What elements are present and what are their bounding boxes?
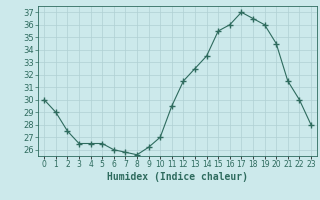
X-axis label: Humidex (Indice chaleur): Humidex (Indice chaleur) (107, 172, 248, 182)
